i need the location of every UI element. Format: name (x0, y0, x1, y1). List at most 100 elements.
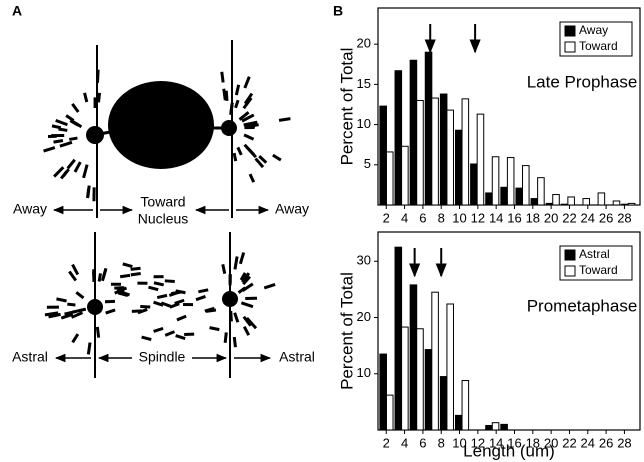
microtubule (164, 330, 176, 337)
microtubule (204, 306, 215, 313)
microtubule (71, 263, 80, 276)
microtubule (69, 136, 78, 141)
bar (385, 151, 394, 206)
microtubule (243, 133, 255, 141)
microtubule (176, 314, 187, 322)
microtubule (245, 146, 257, 159)
bar (491, 156, 500, 206)
microtubule (241, 282, 254, 292)
microtubule (71, 333, 80, 344)
microtubule (68, 270, 78, 282)
microtubule (232, 336, 237, 348)
legend-swatch (564, 25, 576, 37)
diagram-label: Nucleus (138, 211, 189, 227)
x-tick-label: 10 (452, 435, 466, 450)
diagram-label: Away (13, 201, 47, 217)
microtubule (71, 307, 87, 314)
x-tick-label: 20 (544, 210, 558, 225)
microtubule (238, 111, 250, 121)
microtubule (97, 273, 102, 282)
microtubule (236, 146, 243, 156)
microtubule (169, 302, 180, 309)
microtubule (83, 92, 89, 103)
microtubule (241, 113, 255, 123)
x-tick-label: 8 (438, 210, 445, 225)
x-tick-label: 22 (562, 210, 576, 225)
bar (446, 303, 454, 431)
bar (515, 187, 524, 206)
microtubule (67, 302, 76, 307)
bar (612, 200, 621, 206)
microtubule (43, 146, 56, 153)
microtubule (233, 312, 240, 323)
bar (597, 192, 606, 206)
bar (454, 414, 463, 431)
microtubule (119, 273, 131, 279)
bar (476, 113, 485, 206)
microtubule (130, 266, 141, 271)
microtubule (130, 271, 141, 277)
microtubule (153, 281, 165, 287)
nucleus (108, 81, 214, 169)
microtubule (233, 256, 239, 270)
x-tick-label: 24 (581, 435, 595, 450)
microtubule (234, 84, 241, 96)
bar (424, 349, 433, 431)
x-tick-label: 28 (617, 210, 631, 225)
legend-swatch (564, 41, 576, 53)
microtubule (243, 120, 258, 127)
microtubule (242, 275, 251, 286)
microtubule (254, 157, 265, 169)
bar (416, 99, 424, 206)
microtubule (75, 291, 85, 300)
y-axis-label: Percent of Total (337, 272, 356, 390)
centrosome (86, 126, 104, 144)
bar (394, 70, 403, 206)
bar (424, 51, 433, 206)
x-tick-label: 22 (562, 435, 576, 450)
legend-label: Astral (579, 247, 610, 261)
microtubule (242, 325, 251, 336)
bar (461, 98, 470, 206)
bar (567, 196, 575, 206)
microtubule (44, 311, 59, 317)
microtubule (97, 92, 102, 103)
microtubule (239, 272, 247, 281)
microtubule (242, 97, 253, 110)
x-tick-label: 12 (471, 210, 485, 225)
y-tick-label: 15 (357, 76, 371, 91)
microtubule (156, 293, 168, 300)
microtubule (148, 285, 159, 292)
bar (621, 203, 629, 206)
x-tick-label: 14 (489, 435, 503, 450)
microtubule (242, 315, 252, 327)
bar (545, 202, 554, 206)
microtubule (222, 88, 227, 101)
microtubule (114, 286, 125, 290)
bar (560, 203, 569, 206)
x-tick-label: 4 (401, 210, 408, 225)
x-tick-label: 8 (438, 435, 445, 450)
microtubule (263, 282, 276, 290)
x-tick-label: 6 (419, 435, 426, 450)
microtubule (73, 161, 82, 173)
microtubule (174, 298, 185, 305)
bar (394, 246, 403, 431)
y-tick-label: 10 (357, 365, 371, 380)
x-tick-label: 26 (599, 210, 613, 225)
legend-label: Toward (579, 39, 618, 53)
microtubule (164, 279, 175, 283)
microtubule (258, 155, 268, 164)
bar (500, 186, 508, 206)
microtubule (232, 152, 238, 162)
microtubule (243, 76, 251, 89)
microtubule (56, 297, 67, 303)
microtubule (60, 170, 68, 180)
microtubule (272, 153, 282, 162)
bar (485, 425, 493, 431)
x-tick-label: 26 (599, 435, 613, 450)
microtubule (153, 326, 164, 333)
y-tick-label: 30 (357, 253, 371, 268)
microtubule (86, 342, 92, 355)
